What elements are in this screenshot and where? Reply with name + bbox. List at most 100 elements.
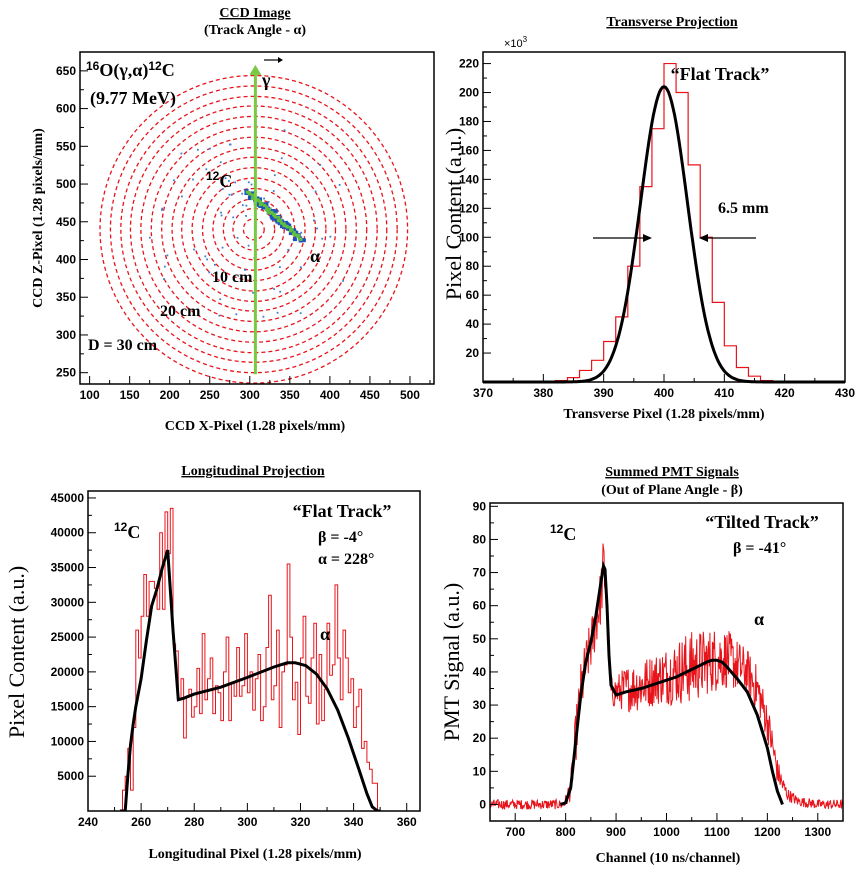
longitudinal-y-label: Pixel Content (a.u.) [4,566,29,738]
pmt-xtick-label: 1200 [754,825,781,839]
reaction-text: O(γ,α) [99,60,148,81]
ccd-xtick-label: 250 [200,388,220,402]
noise-pixel [241,204,244,207]
noise-pixel [193,248,195,251]
longitudinal-beta-label: β = -4° [318,529,363,546]
distance-circle [232,207,276,251]
noise-pixel [287,248,290,251]
noise-pixel [221,246,224,249]
longitudinal-xtick-label: 240 [78,815,98,829]
transverse-xtick-label: 380 [533,386,553,400]
noise-pixel [208,147,211,150]
track-core-pixel [265,205,269,209]
pmt-xtick-label: 700 [505,825,525,839]
pmt-signal-trace [490,543,843,810]
noise-pixel [321,237,324,240]
track-core-pixel [289,228,293,232]
noise-pixel [232,216,235,219]
track-pixel [261,205,266,210]
noise-pixel [299,312,302,315]
longitudinal-ytick-label: 20000 [51,665,85,679]
noise-pixel [166,254,169,257]
pmt-xtick-label: 900 [606,825,626,839]
longitudinal-histogram [119,507,386,811]
pmt-ytick-label: 10 [473,764,487,778]
pmt-carbon-symbol: C [563,524,576,544]
distance-circle [181,156,327,303]
ccd-ytick-label: 600 [56,102,76,116]
noise-pixel [283,129,286,132]
track-core-pixel [250,197,254,201]
noise-pixel [228,180,230,182]
transverse-ytick-label: 80 [466,259,480,273]
ccd-ytick-label: 450 [56,215,76,229]
noise-pixel [192,178,194,181]
track-core-pixel [259,202,263,206]
transverse-xtick-label: 430 [835,386,855,400]
transverse-axis-ticks: 370 380 390 400 410 420 430 20 40 60 80 100 120 140 16… [459,57,855,400]
track-core-pixel [291,232,295,236]
longitudinal-alpha-label: α [320,624,330,644]
longitudinal-panel: Longitudinal Projection 240 260 280 300 320 3… [4,464,421,862]
transverse-xtick-label: 420 [775,386,795,400]
ccd-panel: CCD Image (Track Angle - α) 100 150 200 250… [31,6,435,434]
track-core-pixel [279,221,283,225]
longitudinal-ytick-label: 5000 [57,769,84,783]
noise-pixel [219,298,222,301]
gamma-label: γ [261,70,271,90]
noise-pixel [273,288,276,291]
noise-pixel [280,157,283,160]
ccd-xtick-label: 400 [320,388,340,402]
distance-circle [99,74,409,384]
noise-pixel [231,193,233,196]
transverse-xtick-label: 400 [654,386,674,400]
noise-pixel [245,215,247,217]
ccd-track [244,188,306,243]
pmt-ytick-label: 20 [473,731,487,745]
noise-pixel [244,276,247,279]
noise-pixel [236,236,239,239]
noise-pixel [235,313,238,316]
track-core-pixel [266,210,270,214]
longitudinal-frame [87,490,421,812]
width-label: 6.5 mm [718,200,769,217]
radius-20cm-label: 20 cm [160,303,201,320]
noise-pixel [276,311,279,314]
carbon-mass: 12 [206,169,220,183]
track-core-pixel [269,211,273,215]
noise-pixel [218,314,221,317]
pmt-ytick-label: 50 [473,632,487,646]
track-pixel [301,238,306,243]
track-core-pixel [296,233,300,237]
noise-pixel [229,143,232,146]
longitudinal-xtick-label: 340 [344,815,364,829]
transverse-plot-area: 370 380 390 400 410 420 430 20 40 60 80 100 120 140 16… [459,51,855,400]
pmt-carbon-mass: 12 [550,522,564,536]
distance-circle [171,146,337,312]
longitudinal-ytick-label: 10000 [51,734,85,748]
transverse-xtick-label: 390 [594,386,614,400]
longitudinal-ytick-label: 35000 [51,561,85,575]
ccd-x-label: CCD X-Pixel (1.28 pixels/mm) [165,419,346,434]
track-core-pixel [248,192,252,196]
track-core-pixel [262,203,266,207]
transverse-ytick-label: 140 [459,172,479,186]
ccd-ytick-label: 500 [56,177,76,191]
transverse-multiplier: ×103 [504,35,528,50]
track-pixel [292,237,297,242]
noise-pixel [245,204,248,207]
longitudinal-x-label: Longitudinal Pixel (1.28 pixels/mm) [148,847,361,862]
noise-pixel [342,280,345,282]
transverse-ytick-label: 120 [459,201,479,215]
track-core-pixel [289,226,293,230]
distance-circles [99,74,409,384]
transverse-ytick-label: 20 [466,346,480,360]
transverse-xtick-label: 410 [714,386,734,400]
track-pixel [277,221,282,226]
ccd-plot-area: 100 150 200 250 300 350 400 450 500 250 300 350 400 4… [56,51,435,402]
multiplier-exp: 3 [523,35,528,44]
radius-30cm-label: D = 30 cm [88,337,158,354]
longitudinal-ytick-label: 25000 [51,630,85,644]
transverse-ytick-label: 60 [466,288,480,302]
